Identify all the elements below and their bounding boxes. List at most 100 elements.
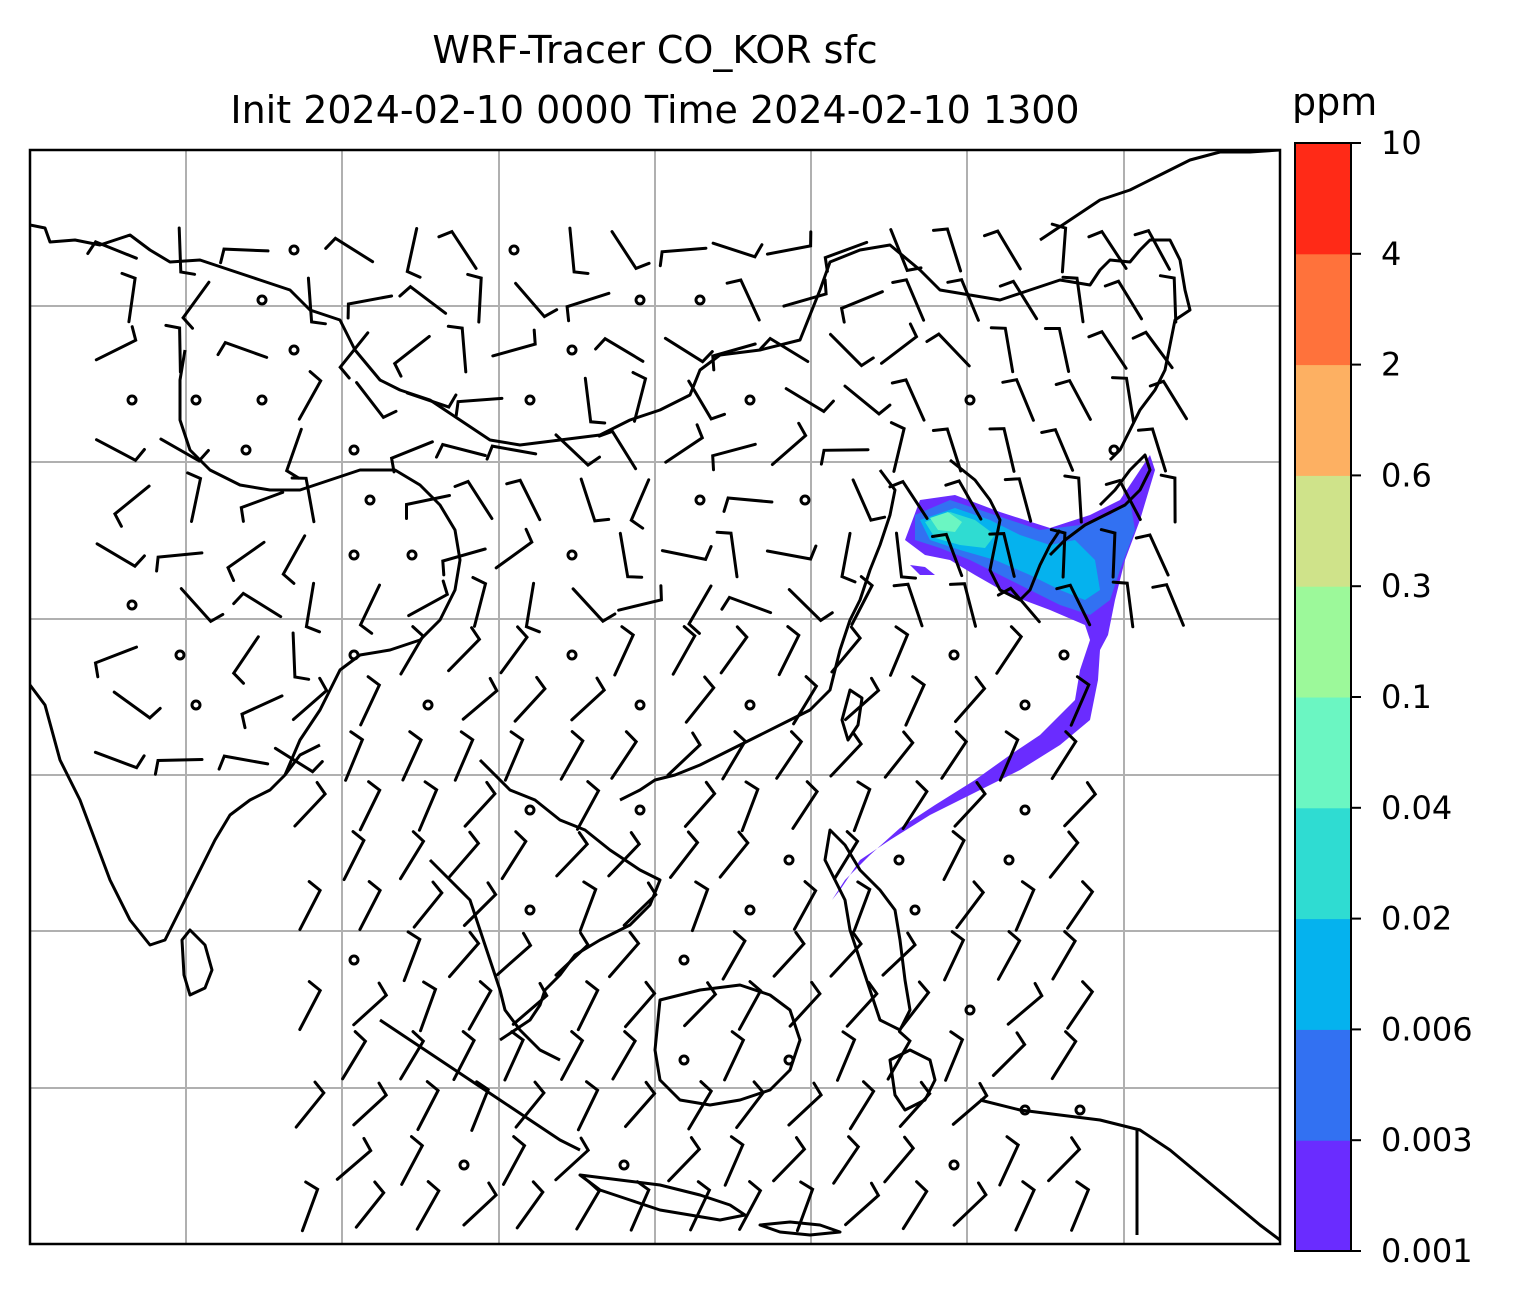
wind-barb (93, 750, 146, 770)
colorbar-segment (1295, 364, 1351, 476)
calm-wind-circle (799, 494, 811, 506)
colorbar-tick-label: 0.006 (1381, 1010, 1473, 1048)
wind-barb (765, 230, 813, 256)
wind-barb (95, 438, 146, 463)
wind-barb (461, 677, 499, 721)
wind-barb (787, 588, 834, 623)
wind-barb (153, 758, 204, 776)
wind-barb (179, 587, 225, 624)
wind-barb (273, 746, 324, 774)
wind-barb (352, 1081, 389, 1127)
calm-wind-circle (964, 1004, 976, 1016)
calm-wind-circle (566, 649, 578, 661)
wind-barb (832, 1135, 861, 1185)
wind-barb (300, 1180, 320, 1233)
calm-wind-circle (190, 699, 202, 711)
calm-wind-circle (288, 344, 300, 356)
calm-wind-circle (524, 804, 536, 816)
wind-barb (735, 1080, 766, 1129)
wind-barb (664, 423, 705, 464)
calm-wind-circle (348, 954, 360, 966)
wind-barb (998, 730, 1020, 782)
wind-barb (1050, 1030, 1078, 1081)
wind-barb (338, 331, 370, 380)
wind-barb (795, 1180, 815, 1233)
wind-barb (579, 477, 611, 523)
wind-barb (784, 387, 835, 414)
wind-barb (503, 730, 525, 782)
calm-wind-circle (1019, 804, 1031, 816)
coastline-new-guinea (979, 1098, 1280, 1242)
wind-barb (1001, 378, 1035, 422)
wind-barb (618, 531, 644, 579)
wind-barb (788, 980, 822, 1028)
wind-barb (417, 780, 439, 832)
wind-barb (177, 226, 197, 276)
wind-barb (1111, 580, 1135, 629)
wind-barb (942, 830, 966, 882)
wind-barb (95, 542, 146, 569)
wind-barb (1066, 880, 1095, 930)
colorbar-ticks: 0.001 0.003 0.006 0.02 0.04 0.1 0.3 0.6 2 4 10 (1351, 124, 1473, 1270)
coastline-malaysia (428, 858, 561, 1062)
calm-wind-circle (566, 344, 578, 356)
wind-barb (844, 1181, 881, 1227)
wind-barb (852, 780, 872, 833)
wind-barb (669, 830, 700, 879)
colorbar-segment (1295, 1140, 1351, 1252)
wind-barb (306, 276, 327, 326)
wind-barb (401, 730, 423, 782)
coastline-korea (949, 458, 1062, 602)
calm-wind-circle (348, 649, 360, 661)
coastline-sulawesi (888, 1048, 937, 1112)
wind-barb (571, 587, 617, 624)
wind-barb (889, 625, 910, 677)
colorbar-segment (1295, 253, 1351, 366)
wind-barb (1134, 533, 1170, 577)
wind-barb (631, 371, 648, 423)
wind-barb (1131, 330, 1174, 370)
wind-barb (722, 496, 774, 513)
calm-wind-circle (634, 699, 646, 711)
wind-barb (485, 444, 538, 461)
coastline-north-2 (969, 238, 1192, 462)
wind-barb (560, 1030, 585, 1081)
wind-barb (660, 545, 713, 562)
calm-wind-circle (126, 599, 138, 611)
wind-barb (113, 484, 151, 528)
wind-barb (944, 479, 983, 521)
wind-barb (453, 479, 494, 520)
wind-barb (491, 328, 537, 358)
wind-barb (419, 980, 438, 1033)
wind-barb (883, 730, 915, 779)
wind-barb (555, 831, 590, 878)
wind-barb (554, 433, 601, 468)
wind-barb (715, 530, 739, 579)
coastline-sumatra (379, 1018, 581, 1152)
wind-barb (991, 1031, 1027, 1077)
wind-barb (1006, 982, 1044, 1026)
wind-barb (470, 1080, 491, 1132)
colorbar-tick-label: 0.003 (1381, 1121, 1473, 1159)
wind-barb (358, 583, 381, 635)
wind-barb (335, 1136, 373, 1181)
wind-barb (611, 1030, 638, 1081)
wind-barb (833, 830, 860, 881)
wind-barb (352, 981, 389, 1027)
map-frame (28, 148, 1282, 1246)
wind-barb (446, 324, 468, 374)
wind-barb (995, 625, 1024, 675)
wind-barb (931, 427, 963, 473)
calm-wind-circle (783, 854, 795, 866)
calm-wind-circle (240, 444, 252, 456)
wind-barb (687, 379, 726, 421)
colorbar-tick-label: 10 (1381, 124, 1422, 162)
wind-barb (407, 579, 450, 618)
wind-barb (721, 930, 747, 981)
calm-wind-circle (174, 649, 186, 661)
calm-wind-circle (1074, 1104, 1086, 1116)
wind-barb (392, 334, 431, 378)
colorbar-tick-label: 0.3 (1381, 567, 1432, 605)
colorbar-tick-label: 4 (1381, 235, 1401, 273)
wind-barb (466, 272, 483, 324)
